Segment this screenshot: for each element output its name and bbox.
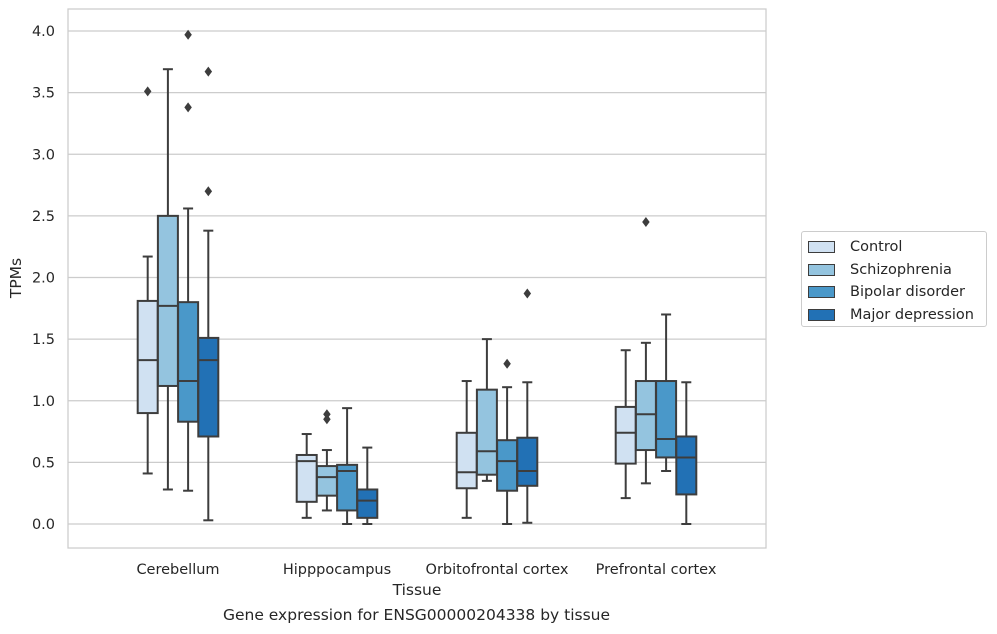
- box-iqr: [336, 463, 359, 512]
- plot-frame: [67, 8, 767, 549]
- outlier-point: [503, 358, 511, 369]
- legend-swatch: [808, 308, 835, 321]
- y-tick-label: 1.5: [32, 332, 55, 348]
- box-bipolar-disorder: [336, 407, 359, 525]
- y-tick-labels: 0.0 0.5 1.0 1.5 2.0 2.5 3.0 3.5 4.0: [32, 24, 55, 533]
- outlier-point: [642, 217, 650, 228]
- box-bipolar-disorder: [655, 313, 678, 473]
- y-tick-label: 3.5: [32, 86, 55, 102]
- legend-swatch: [808, 263, 835, 276]
- legend-item: Bipolar disorder: [808, 281, 980, 304]
- box-major-depression: [675, 381, 698, 525]
- y-tick-label: 2.5: [32, 209, 55, 225]
- box-control: [614, 349, 637, 500]
- legend: Control Schizophrenia Bipolar disorder Majo…: [801, 231, 987, 327]
- box-major-depression: [356, 446, 379, 525]
- box-iqr: [197, 336, 220, 438]
- box-iqr: [356, 488, 379, 519]
- legend-swatch: [808, 286, 835, 299]
- box-iqr: [634, 380, 657, 452]
- legend-label: Control: [850, 239, 903, 256]
- y-tick-label: 1.0: [32, 394, 55, 410]
- legend-item: Schizophrenia: [808, 259, 980, 282]
- x-axis-label: Tissue: [392, 581, 442, 599]
- box-iqr: [455, 431, 478, 490]
- plot-background: [68, 9, 766, 548]
- legend-item: Control: [808, 236, 980, 259]
- legend-label: Schizophrenia: [850, 261, 952, 278]
- chart-caption: Gene expression for ENSG00000204338 by t…: [222, 606, 611, 624]
- legend-label: Major depression: [850, 306, 974, 323]
- y-tick-label: 3.0: [32, 147, 55, 163]
- box-bipolar-disorder: [177, 29, 200, 492]
- x-tick-label: Orbitofrontal cortex: [426, 562, 569, 578]
- box-iqr: [156, 214, 179, 387]
- box-schizophrenia: [634, 217, 657, 485]
- legend-item: Major depression: [808, 304, 980, 327]
- box-iqr: [315, 465, 338, 497]
- box-iqr: [675, 435, 698, 496]
- x-tick-label: Hipppocampus: [283, 562, 391, 578]
- box-schizophrenia: [315, 409, 338, 512]
- outlier-point: [143, 86, 152, 97]
- y-axis-label: TPMs: [7, 258, 25, 299]
- box-major-depression: [197, 66, 220, 522]
- legend-swatch: [808, 241, 835, 254]
- outlier-point: [204, 66, 213, 77]
- box-iqr: [614, 405, 637, 465]
- outlier-point: [323, 409, 331, 420]
- outlier-point: [204, 186, 213, 197]
- box-iqr: [655, 380, 678, 459]
- y-tick-label: 2.0: [32, 271, 55, 287]
- x-tick-label: Cerebellum: [136, 562, 219, 578]
- outlier-point: [184, 29, 192, 40]
- box-iqr: [496, 439, 519, 492]
- box-groups: [136, 29, 698, 525]
- box-schizophrenia: [475, 338, 498, 482]
- box-iqr: [516, 436, 539, 487]
- legend-label: Bipolar disorder: [850, 284, 965, 301]
- box-iqr: [177, 301, 200, 423]
- box-iqr: [136, 299, 159, 415]
- y-tick-label: 0.5: [32, 455, 55, 471]
- outlier-point: [184, 102, 192, 113]
- y-tick-label: 4.0: [32, 24, 55, 40]
- box-major-depression: [516, 288, 539, 524]
- box-schizophrenia: [156, 68, 179, 491]
- box-iqr: [475, 388, 498, 476]
- x-tick-label: Prefrontal cortex: [596, 562, 717, 578]
- outlier-point: [523, 288, 532, 299]
- y-tick-label: 0.0: [32, 517, 55, 533]
- x-tick-labels: Cerebellum Hipppocampus Orbitofrontal cort…: [136, 562, 716, 578]
